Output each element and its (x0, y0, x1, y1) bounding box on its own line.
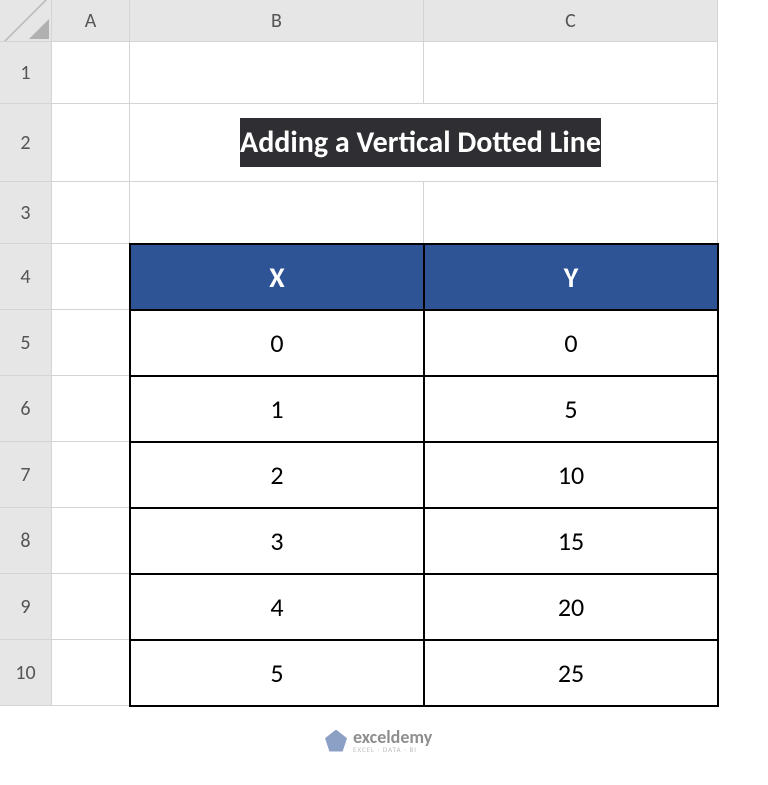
row-header-1[interactable]: 1 (0, 42, 52, 104)
cell-b10[interactable]: 5 (129, 639, 425, 707)
cell-a8[interactable] (52, 508, 130, 574)
cell-c6[interactable]: 5 (423, 375, 719, 443)
cell-a10[interactable] (52, 640, 130, 706)
table-header-y[interactable]: Y (423, 243, 719, 311)
title-merged-cell[interactable]: Adding a Vertical Dotted Line (130, 104, 718, 182)
cell-a6[interactable] (52, 376, 130, 442)
cell-a2[interactable] (52, 104, 130, 182)
cell-c8[interactable]: 15 (423, 507, 719, 575)
cell-a7[interactable] (52, 442, 130, 508)
cell-c1[interactable] (424, 42, 718, 104)
cell-c5[interactable]: 0 (423, 309, 719, 377)
row-header-3[interactable]: 3 (0, 182, 52, 244)
col-header-b[interactable]: B (130, 0, 424, 42)
cell-a9[interactable] (52, 574, 130, 640)
row-header-4[interactable]: 4 (0, 244, 52, 310)
watermark-text: exceldemy EXCEL · DATA · BI (353, 728, 432, 753)
cell-a3[interactable] (52, 182, 130, 244)
cell-c10[interactable]: 25 (423, 639, 719, 707)
cell-a4[interactable] (52, 244, 130, 310)
page-title: Adding a Vertical Dotted Line (240, 118, 601, 167)
cell-c3[interactable] (424, 182, 718, 244)
watermark-brand: exceldemy (353, 728, 432, 746)
cell-c7[interactable]: 10 (423, 441, 719, 509)
row-header-9[interactable]: 9 (0, 574, 52, 640)
cell-a1[interactable] (52, 42, 130, 104)
row-header-5[interactable]: 5 (0, 310, 52, 376)
row-header-6[interactable]: 6 (0, 376, 52, 442)
watermark-tagline: EXCEL · DATA · BI (353, 746, 432, 753)
row-header-10[interactable]: 10 (0, 640, 52, 706)
cell-b6[interactable]: 1 (129, 375, 425, 443)
cell-c9[interactable]: 20 (423, 573, 719, 641)
cell-b3[interactable] (130, 182, 424, 244)
spreadsheet-grid: A B C 1 2 Adding a Vertical Dotted Line … (0, 0, 768, 706)
cell-b8[interactable]: 3 (129, 507, 425, 575)
row-header-2[interactable]: 2 (0, 104, 52, 182)
row-header-8[interactable]: 8 (0, 508, 52, 574)
cell-b1[interactable] (130, 42, 424, 104)
col-header-c[interactable]: C (424, 0, 718, 42)
col-header-a[interactable]: A (52, 0, 130, 42)
table-header-x[interactable]: X (129, 243, 425, 311)
select-all-corner[interactable] (0, 0, 52, 42)
cell-b9[interactable]: 4 (129, 573, 425, 641)
cell-a5[interactable] (52, 310, 130, 376)
row-header-7[interactable]: 7 (0, 442, 52, 508)
watermark: exceldemy EXCEL · DATA · BI (325, 728, 432, 753)
cell-b7[interactable]: 2 (129, 441, 425, 509)
cell-b5[interactable]: 0 (129, 309, 425, 377)
watermark-icon (325, 730, 347, 752)
